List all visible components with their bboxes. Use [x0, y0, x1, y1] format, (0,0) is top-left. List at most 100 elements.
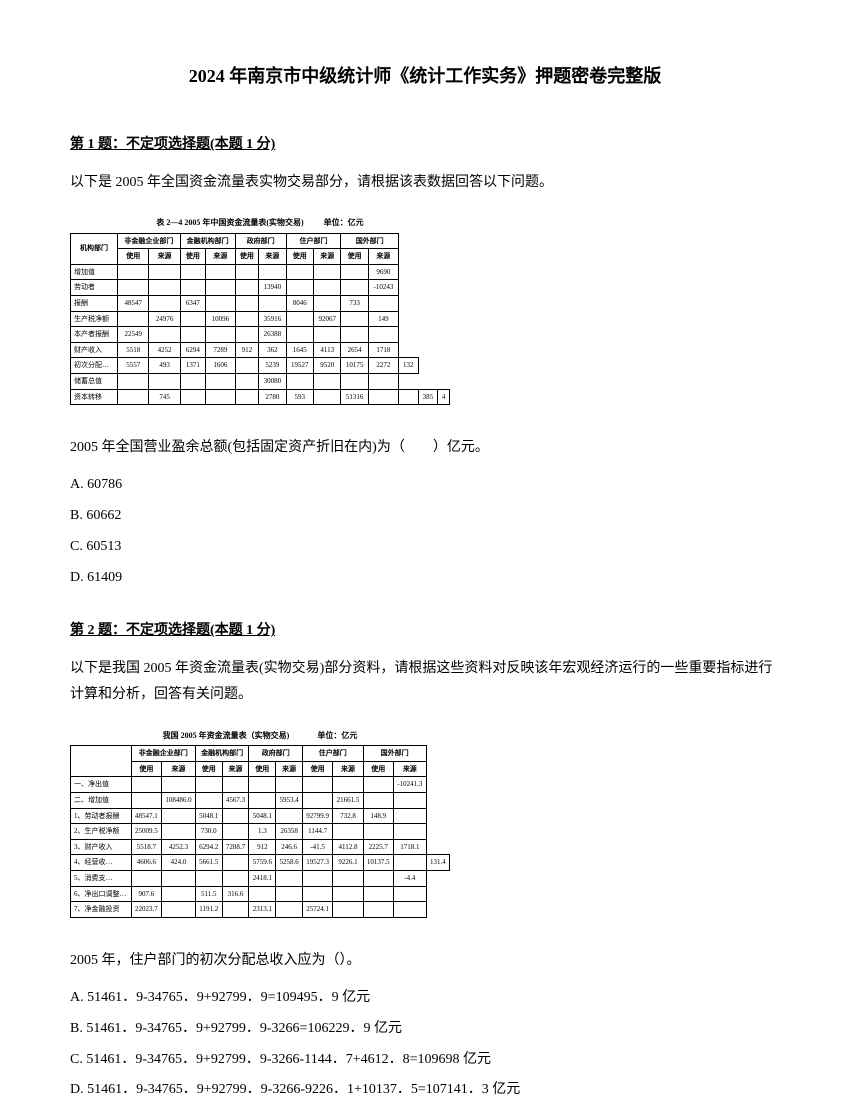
table-cell: 1、劳动者报酬	[71, 808, 132, 824]
table-cell	[180, 280, 205, 296]
q1-option-c: C. 60513	[70, 532, 780, 563]
table-cell	[162, 902, 196, 918]
q2-question: 2005 年，住户部门的初次分配总收入应为（）。	[70, 948, 780, 973]
table-cell	[259, 295, 286, 311]
table-header: 机构部门	[71, 233, 118, 264]
document-title: 2024 年南京市中级统计师《统计工作实务》押题密卷完整版	[70, 60, 780, 92]
table-cell: 362	[259, 342, 286, 358]
table-cell: 25009.5	[131, 824, 161, 840]
q1-body: 以下是 2005 年全国资金流量表实物交易部分，请根据该表数据回答以下问题。	[70, 170, 780, 197]
table-cell	[302, 793, 332, 809]
table-cell	[393, 808, 426, 824]
table-cell: 730.0	[195, 824, 222, 840]
table-cell	[180, 373, 205, 389]
question-2: 第 2 题：不定项选择题(本题 1 分) 以下是我国 2005 年资金流量表(实…	[70, 618, 780, 1106]
table-cell	[118, 311, 149, 327]
table-subheader: 使用	[341, 249, 368, 265]
table-cell: 9690	[368, 264, 398, 280]
table-cell: -10243	[368, 280, 398, 296]
table-subheader: 来源	[259, 249, 286, 265]
table-cell	[206, 327, 236, 343]
table-cell	[314, 295, 341, 311]
q1-question: 2005 年全国营业盈余总额(包括固定资产折旧在内)为（ ）亿元。	[70, 435, 780, 460]
table-subheader: 使用	[195, 761, 222, 777]
table-cell: 246.6	[276, 839, 303, 855]
table-cell: 385	[418, 389, 438, 405]
table-cell: 储蓄总值	[71, 373, 118, 389]
table-cell	[341, 373, 368, 389]
table-subheader: 来源	[314, 249, 341, 265]
table-cell: 财产收入	[71, 342, 118, 358]
table-cell: 1191.2	[195, 902, 222, 918]
table-cell	[180, 327, 205, 343]
q2-table-title: 我国 2005 年资金流量表（实物交易) 单位：亿元	[70, 729, 450, 743]
table-cell	[393, 793, 426, 809]
table-cell	[195, 777, 222, 793]
table-header	[71, 746, 132, 777]
table-cell: 5759.6	[249, 855, 276, 871]
q2-data-table: 非金融企业部门金融机构部门政府部门住户部门国外部门使用来源使用来源使用来源使用来…	[70, 745, 450, 918]
table-cell: 5048.1	[195, 808, 222, 824]
table-cell: 5258.6	[276, 855, 303, 871]
table-subheader: 来源	[222, 761, 249, 777]
table-cell: 745	[149, 389, 180, 405]
table-cell	[314, 264, 341, 280]
table-cell: 593	[286, 389, 313, 405]
table-cell: 5239	[259, 358, 286, 374]
table-cell: 4、经营收…	[71, 855, 132, 871]
table-cell: 4112.8	[333, 839, 363, 855]
table-cell	[333, 870, 363, 886]
table-cell	[393, 824, 426, 840]
table-subheader: 来源	[393, 761, 426, 777]
table-cell	[368, 295, 398, 311]
table-cell: 2418.1	[249, 870, 276, 886]
table-header: 金融机构部门	[180, 233, 235, 249]
table-cell	[363, 824, 393, 840]
table-cell	[131, 793, 161, 809]
table-subheader: 使用	[249, 761, 276, 777]
table-cell	[249, 886, 276, 902]
table-cell: 108486.0	[162, 793, 196, 809]
table-cell: 本产者报酬	[71, 327, 118, 343]
table-cell: 4252	[149, 342, 180, 358]
table-cell	[222, 902, 249, 918]
table-header: 住户部门	[286, 233, 341, 249]
table-cell	[333, 824, 363, 840]
table-cell	[222, 808, 249, 824]
table-cell	[286, 280, 313, 296]
table-cell	[131, 870, 161, 886]
q1-table-title-text: 表 2—4 2005 年中国资金流量表(实物交易)	[156, 218, 303, 227]
table-cell	[276, 808, 303, 824]
table-cell: 13940	[259, 280, 286, 296]
table-cell	[333, 777, 363, 793]
table-cell	[276, 870, 303, 886]
table-cell: 25724.1	[302, 902, 332, 918]
table-cell: 316.6	[222, 886, 249, 902]
q1-option-a: A. 60786	[70, 470, 780, 501]
table-cell	[162, 808, 196, 824]
table-cell: 7288.7	[222, 839, 249, 855]
table-cell: 一、净出值	[71, 777, 132, 793]
table-cell: 4252.3	[162, 839, 196, 855]
table-cell	[363, 886, 393, 902]
table-cell: 51316	[341, 389, 368, 405]
table-header: 金融机构部门	[195, 746, 249, 762]
table-cell	[286, 373, 313, 389]
table-cell	[259, 264, 286, 280]
q2-table-title-text: 我国 2005 年资金流量表（实物交易)	[163, 731, 290, 740]
table-cell: 733	[341, 295, 368, 311]
table-header: 国外部门	[363, 746, 426, 762]
table-subheader: 使用	[302, 761, 332, 777]
table-cell	[118, 280, 149, 296]
table-cell: 907.6	[131, 886, 161, 902]
table-cell: 493	[149, 358, 180, 374]
table-cell: 8046	[286, 295, 313, 311]
table-cell	[302, 886, 332, 902]
table-cell	[195, 870, 222, 886]
table-subheader: 使用	[363, 761, 393, 777]
table-cell: 10096	[206, 311, 236, 327]
table-cell	[314, 373, 341, 389]
table-cell	[333, 902, 363, 918]
table-cell	[235, 264, 259, 280]
table-cell	[314, 280, 341, 296]
